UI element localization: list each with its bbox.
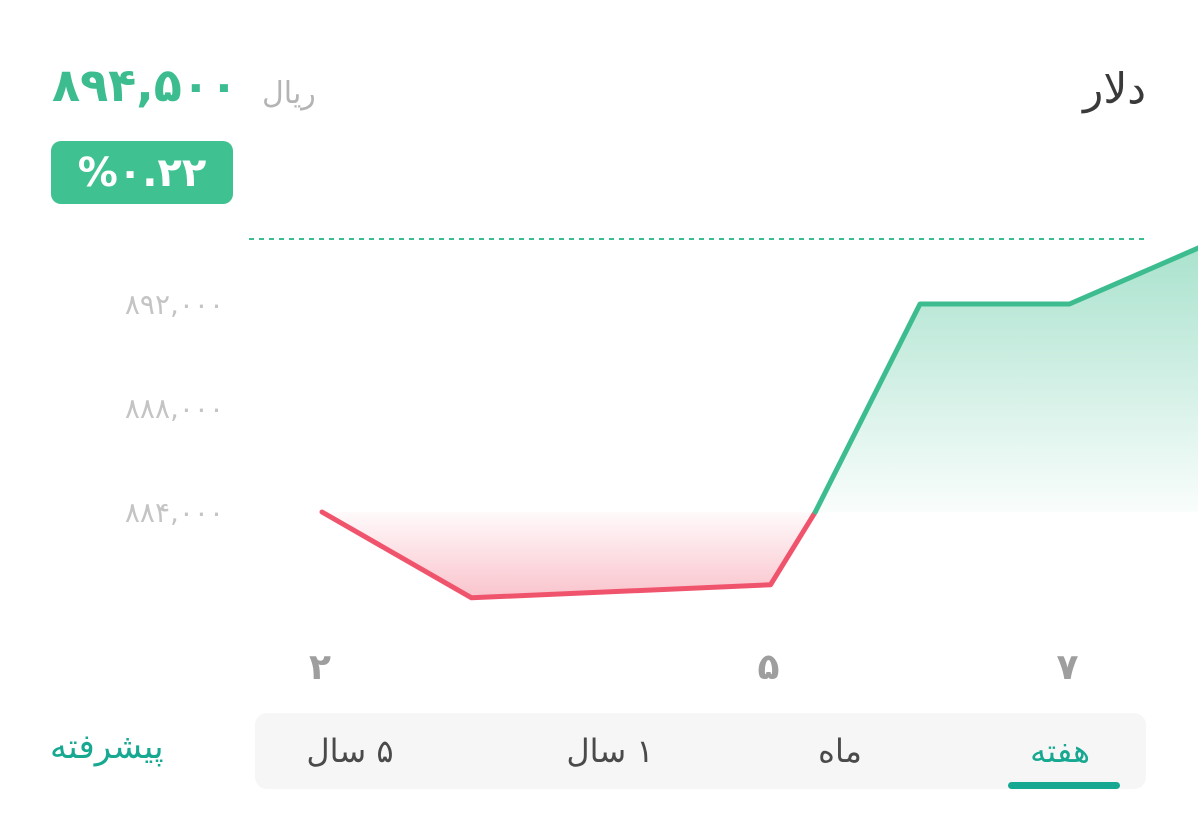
currency-unit: ریال	[262, 76, 316, 111]
current-price: ۸۹۴,۵۰۰	[52, 58, 238, 112]
tab-five-years-label: ۵ سال	[306, 732, 394, 770]
x-tick-label: ۷	[1057, 647, 1079, 688]
down-area	[322, 512, 816, 598]
up-area	[815, 248, 1198, 512]
tab-active-indicator	[1008, 782, 1120, 789]
y-tick-label: ۸۹۲,۰۰۰	[125, 288, 224, 321]
series-line-up	[812, 245, 1198, 515]
tab-week-label: هفته	[1030, 732, 1090, 770]
tab-month-label: ماه	[818, 732, 862, 770]
y-tick-label: ۸۸۸,۰۰۰	[125, 392, 224, 425]
change-percent-badge: %۰.۲۲	[51, 141, 233, 204]
tab-five-years[interactable]: ۵ سال	[275, 713, 425, 789]
y-tick-label: ۸۸۴,۰۰۰	[125, 496, 224, 529]
x-tick-label: ۲	[309, 647, 331, 688]
series-line-down	[319, 509, 818, 601]
tab-year[interactable]: ۱ سال	[545, 713, 675, 789]
price-chart: ۸۹۲,۰۰۰ ۸۸۸,۰۰۰ ۸۸۴,۰۰۰ ۲ ۵ ۷	[125, 238, 1198, 688]
tab-year-label: ۱ سال	[566, 732, 654, 770]
period-tabs: هفته ماه ۱ سال ۵ سال	[255, 713, 1146, 789]
tab-month[interactable]: ماه	[775, 713, 905, 789]
tab-week[interactable]: هفته	[993, 713, 1127, 789]
advanced-link[interactable]: پیشرفته	[50, 727, 164, 767]
asset-title: دلار	[1083, 64, 1146, 113]
x-tick-label: ۵	[758, 647, 780, 688]
